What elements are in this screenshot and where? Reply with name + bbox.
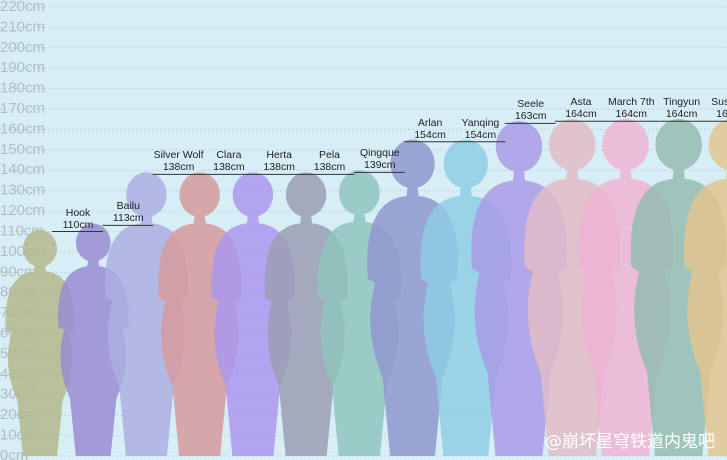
- watermark: @崩坏星穹铁道内鬼吧: [545, 432, 715, 452]
- y-tick-label: 170cm: [0, 100, 45, 117]
- height-label: Tingyun 164cm: [655, 96, 709, 121]
- y-tick-label: 150cm: [0, 141, 45, 158]
- character-name: Pela: [318, 149, 340, 162]
- character-name: Arlan: [417, 116, 443, 129]
- y-tick-label: 190cm: [0, 59, 45, 76]
- height-label: Seele 163cm: [504, 98, 558, 123]
- y-tick-label: 200cm: [0, 39, 45, 56]
- y-tick-label: 160cm: [0, 120, 45, 137]
- height-label: Yanqing 154cm: [453, 117, 507, 142]
- character-silhouette: [5, 229, 75, 456]
- height-label: Hook 110cm: [51, 207, 105, 232]
- height-value: 163cm: [514, 110, 547, 123]
- character-name: Bailu: [116, 200, 140, 213]
- height-value: 164cm: [615, 108, 648, 121]
- character-silhouette: [684, 119, 727, 456]
- height-value: 138cm: [263, 161, 295, 174]
- character-name: Clara: [216, 149, 242, 162]
- height-value: 154cm: [464, 128, 497, 141]
- y-tick-label: 210cm: [0, 18, 45, 35]
- y-tick-label: 180cm: [0, 80, 45, 97]
- character-name: Silver Wolf: [153, 149, 204, 162]
- y-tick-label: 0cm: [0, 447, 28, 460]
- height-value: 164cm: [716, 108, 727, 121]
- y-tick-label: 220cm: [0, 0, 45, 15]
- height-value: 138cm: [213, 161, 245, 174]
- height-value: 113cm: [112, 212, 144, 225]
- height-label: Asta 164cm: [554, 96, 608, 121]
- character-name: Asta: [570, 96, 592, 109]
- height-value: 138cm: [313, 161, 346, 174]
- character-name: Qingque: [359, 147, 400, 160]
- character-name: Herta: [266, 149, 293, 162]
- height-label: March 7th 164cm: [604, 96, 658, 121]
- character-name: Seele: [517, 98, 545, 111]
- height-value: 110cm: [62, 218, 94, 231]
- character-name: Hook: [65, 206, 91, 219]
- character-name: March 7th: [607, 96, 655, 109]
- height-label: Pela 138cm: [303, 149, 357, 174]
- character-name: Sushang: [711, 96, 727, 109]
- height-label: Herta 138cm: [252, 149, 306, 174]
- height-value: 164cm: [565, 108, 597, 121]
- y-tick-label: 130cm: [0, 182, 45, 199]
- height-label: Clara 138cm: [202, 149, 256, 174]
- height-value: 139cm: [364, 159, 396, 172]
- height-label: Arlan 154cm: [403, 117, 457, 142]
- height-label: Silver Wolf 138cm: [152, 149, 206, 174]
- character-name: Yanqing: [461, 116, 500, 129]
- character-name: Tingyun: [663, 96, 701, 109]
- height-value: 138cm: [162, 161, 195, 174]
- height-value: 154cm: [414, 128, 446, 141]
- height-label: Qingque 139cm: [353, 147, 407, 172]
- height-label: Sushang164cm: [705, 96, 727, 121]
- y-tick-label: 120cm: [0, 202, 45, 219]
- height-value: 164cm: [665, 108, 698, 121]
- y-tick-label: 140cm: [0, 161, 45, 178]
- height-label: Bailu 113cm: [101, 200, 155, 225]
